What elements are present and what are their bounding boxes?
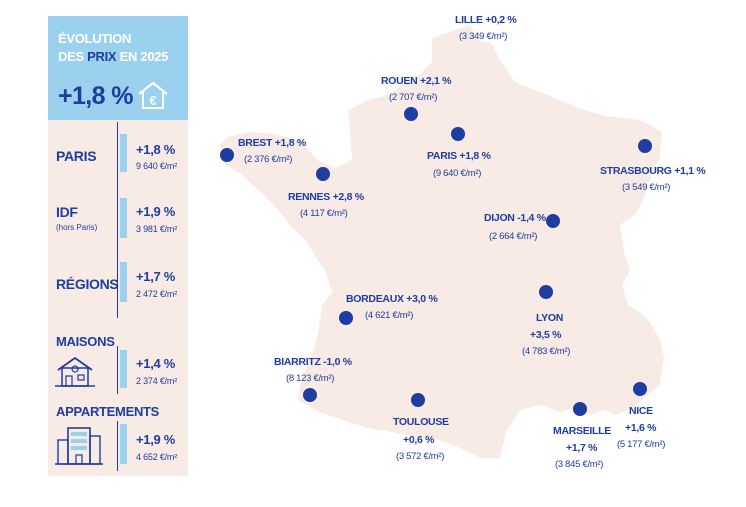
- city-dijon-name: DIJON -1,4 %: [484, 212, 546, 224]
- row-maisons-divider: [117, 346, 118, 394]
- row-appartements-pct: +1,9 %: [136, 432, 176, 447]
- row-idf-divider: [117, 192, 118, 258]
- france-territory: [220, 25, 664, 458]
- city-rouen-dot: [404, 107, 418, 121]
- city-biarritz-dot: [303, 388, 317, 402]
- row-regions-divider: [117, 258, 118, 318]
- city-toulouse-dot: [411, 393, 425, 407]
- row-maisons-price: 2 374 €/m²: [136, 376, 178, 386]
- city-rennes-name: RENNES +2,8 %: [288, 191, 364, 203]
- city-dijon-dot: [546, 214, 560, 228]
- row-idf-pct: +1,9 %: [136, 204, 176, 219]
- header-title-line2: DES PRIX EN 2025: [58, 49, 168, 64]
- city-rouen-name: ROUEN +2,1 %: [381, 75, 452, 87]
- row-paris-divider: [117, 122, 118, 192]
- row-regions-label: RÉGIONS: [56, 276, 119, 292]
- svg-text:€: €: [149, 93, 156, 108]
- row-paris-bar: [120, 134, 127, 172]
- city-lille-name: LILLE +0,2 %: [455, 14, 517, 26]
- row-idf-label: IDF: [56, 204, 78, 220]
- row-regions-pct: +1,7 %: [136, 269, 176, 284]
- row-maisons-bar: [120, 350, 127, 388]
- city-marseille-name: MARSEILLE: [553, 425, 611, 437]
- city-lyon-name: LYON: [536, 312, 564, 324]
- city-bordeaux-dot: [339, 311, 353, 325]
- city-paris-name: PARIS +1,8 %: [427, 150, 491, 162]
- city-rennes-dot: [316, 167, 330, 181]
- city-nice-dot: [633, 382, 647, 396]
- city-lille-price: (3 349 €/m²): [459, 31, 508, 42]
- header-title-year: EN 2025: [119, 49, 169, 64]
- city-paris-price: (9 640 €/m²): [433, 168, 482, 179]
- header-value: +1,8 %: [58, 82, 134, 110]
- city-biarritz-name: BIARRITZ -1,0 %: [274, 356, 352, 368]
- row-paris-pct: +1,8 %: [136, 142, 176, 157]
- city-marseille-price: (3 845 €/m²): [555, 459, 604, 470]
- city-lyon-price: (4 783 €/m²): [522, 346, 571, 357]
- row-appartements-bar: [120, 424, 127, 464]
- row-maisons-label: MAISONS: [56, 334, 115, 349]
- city-dijon-price: (2 664 €/m²): [489, 231, 538, 242]
- city-toulouse-name: TOULOUSE: [393, 416, 449, 428]
- city-nice-price: (5 177 €/m²): [617, 439, 666, 450]
- apartment-building-icon: [55, 427, 103, 465]
- city-marseille-pct: +1,7 %: [566, 442, 598, 454]
- row-idf-sub: (hors Paris): [56, 223, 98, 232]
- city-rennes-price: (4 117 €/m²): [300, 208, 348, 219]
- city-toulouse-price: (3 572 €/m²): [396, 451, 445, 462]
- row-idf-price: 3 981 €/m²: [136, 224, 178, 234]
- city-brest-dot: [220, 148, 234, 162]
- sidebar-header: ÉVOLUTION DES PRIX EN 2025 +1,8 % €: [48, 16, 188, 120]
- row-regions-bar: [120, 262, 127, 302]
- row-appartements-label: APPARTEMENTS: [56, 404, 160, 419]
- city-marseille-dot: [573, 402, 587, 416]
- row-paris-price: 9 640 €/m²: [136, 161, 178, 171]
- sidebar-panel: ÉVOLUTION DES PRIX EN 2025 +1,8 % € PARI…: [48, 16, 188, 476]
- house-icon: [55, 357, 95, 387]
- city-brest-name: BREST +1,8 %: [238, 137, 306, 149]
- city-strasbourg-name: STRASBOURG +1,1 %: [600, 165, 706, 177]
- header-title-prix: PRIX: [87, 49, 117, 64]
- city-bordeaux-name: BORDEAUX +3,0 %: [346, 293, 438, 305]
- city-bordeaux-price: (4 621 €/m²): [365, 310, 414, 321]
- header-title-des: DES: [58, 49, 84, 64]
- header-title-line1: ÉVOLUTION: [58, 31, 132, 46]
- row-idf-bar: [120, 198, 127, 238]
- city-nice-pct: +1,6 %: [625, 422, 657, 434]
- city-lyon-dot: [539, 285, 553, 299]
- city-toulouse-pct: +0,6 %: [403, 434, 435, 446]
- city-brest-price: (2 376 €/m²): [244, 154, 293, 165]
- row-regions-price: 2 472 €/m²: [136, 289, 178, 299]
- row-appartements-price: 4 652 €/m²: [136, 452, 178, 462]
- row-maisons-pct: +1,4 %: [136, 356, 176, 371]
- row-paris-label: PARIS: [56, 148, 97, 164]
- city-biarritz-price: (8 123 €/m²): [286, 373, 335, 384]
- city-strasbourg-price: (3 549 €/m²): [622, 182, 671, 193]
- city-nice-name: NICE: [629, 405, 653, 417]
- row-appartements-divider: [117, 421, 118, 471]
- city-lyon-pct: +3,5 %: [530, 329, 562, 341]
- city-strasbourg-dot: [638, 139, 652, 153]
- city-paris-dot: [451, 127, 465, 141]
- city-rouen-price: (2 707 €/m²): [389, 92, 438, 103]
- euro-house-icon: €: [138, 81, 168, 109]
